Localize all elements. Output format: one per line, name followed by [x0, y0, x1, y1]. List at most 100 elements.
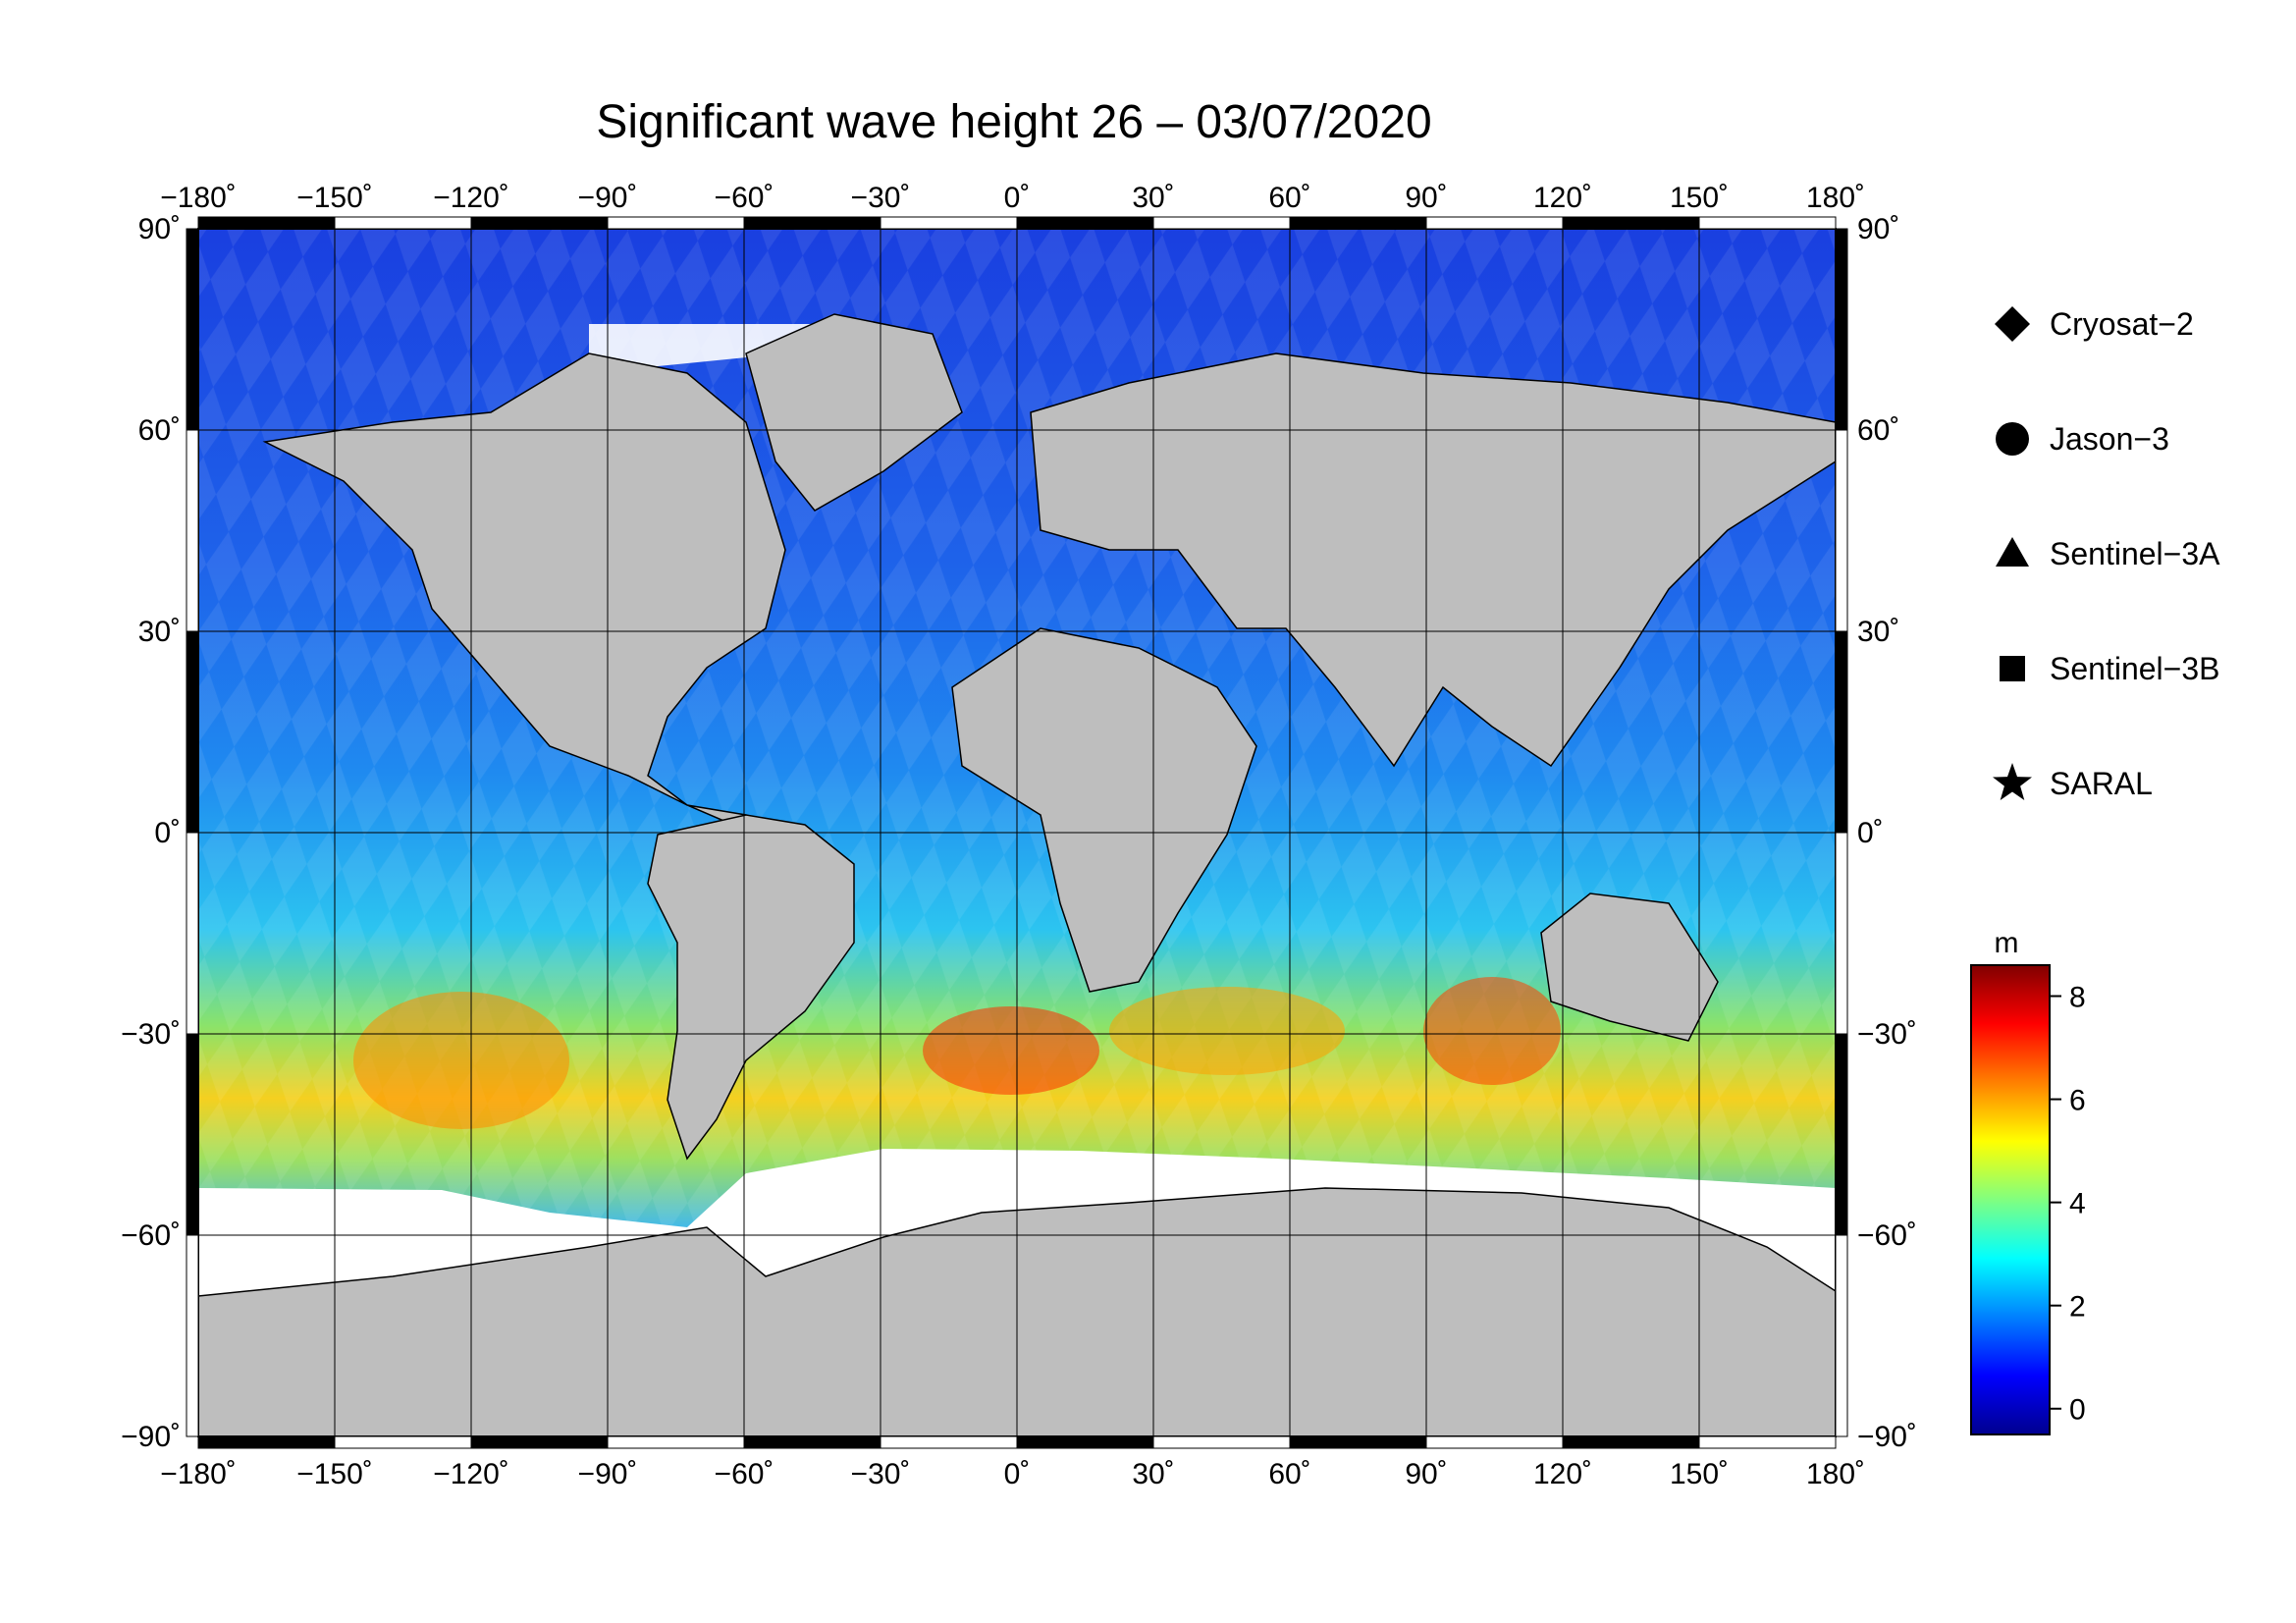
- legend-label: Cryosat−2: [2050, 306, 2194, 342]
- lat-tick-label-right: −30˚: [1857, 1018, 1917, 1051]
- frame-segment-top: [334, 216, 472, 230]
- lat-tick-label-right: 60˚: [1857, 414, 1899, 447]
- frame-segment-bottom: [1289, 1435, 1427, 1449]
- lon-tick-label-top: 150˚: [1670, 182, 1729, 214]
- lon-tick-label-top: 180˚: [1806, 182, 1865, 214]
- frame-segment-right: [1835, 228, 1848, 431]
- lon-tick-label-top: −60˚: [715, 182, 774, 214]
- frame-segment-bottom: [607, 1435, 745, 1449]
- land-greenland: [745, 313, 963, 512]
- gridlines: [198, 229, 1836, 1436]
- frame-segment-top: [743, 216, 881, 230]
- lon-tick-label-top: 120˚: [1533, 182, 1592, 214]
- frame-segment-right: [1835, 429, 1848, 632]
- frame-segment-top: [197, 216, 336, 230]
- lat-tick-label-right: 90˚: [1857, 213, 1899, 245]
- colorbar-ticks: 8 6 4 2 0: [2050, 982, 2086, 1427]
- map-title: Significant wave height 26 – 03/07/2020: [596, 96, 1431, 148]
- lat-tick-label-left: 0˚: [154, 817, 181, 849]
- latitude-labels-left: 90˚ 60˚ 30˚ 0˚ −30˚ −60˚ −90˚: [121, 213, 181, 1453]
- frame-segment-top: [1562, 216, 1700, 230]
- lat-tick-label-right: −90˚: [1857, 1421, 1917, 1453]
- land-australia: [1540, 893, 1719, 1042]
- frame-segment-top: [470, 216, 609, 230]
- lon-tick-label-top: 90˚: [1405, 182, 1447, 214]
- lon-tick-label-top: −180˚: [160, 182, 237, 214]
- frame-segment-top: [1289, 216, 1427, 230]
- lon-tick-label-top: 0˚: [1004, 182, 1031, 214]
- map-frame: [186, 216, 1848, 1449]
- legend-item-circle: Jason−3: [1996, 421, 2169, 457]
- colorbar: m 8 6 4 2 0: [1970, 927, 2086, 1435]
- lon-tick-label-bottom: −120˚: [433, 1458, 509, 1490]
- frame-segment-left: [186, 630, 199, 834]
- lon-tick-label-bottom: 30˚: [1132, 1458, 1174, 1490]
- colorbar-unit: m: [1995, 927, 2019, 959]
- lat-tick-label-left: 90˚: [138, 213, 181, 245]
- lon-tick-label-bottom: 90˚: [1405, 1458, 1447, 1490]
- legend-label: Jason−3: [2050, 421, 2169, 457]
- diamond-icon: [1995, 306, 2030, 342]
- legend-label: Sentinel−3B: [2050, 651, 2219, 686]
- frame-segment-left: [186, 429, 199, 632]
- frame-segment-top: [1425, 216, 1564, 230]
- square-icon: [2000, 656, 2025, 681]
- colorbar-tick-label: 8: [2069, 982, 2086, 1014]
- legend-item-star: SARAL: [1993, 763, 2153, 801]
- lon-tick-label-bottom: 120˚: [1533, 1458, 1592, 1490]
- frame-segment-right: [1835, 1234, 1848, 1437]
- frame-segment-bottom: [470, 1435, 609, 1449]
- legend-item-square: Sentinel−3B: [2000, 651, 2219, 686]
- land-africa: [951, 627, 1257, 993]
- lat-tick-label-left: 60˚: [138, 414, 181, 447]
- lon-tick-label-bottom: 150˚: [1670, 1458, 1729, 1490]
- high-wave-patches: [353, 977, 1561, 1129]
- frame-segment-bottom: [1562, 1435, 1700, 1449]
- lon-tick-label-bottom: 0˚: [1004, 1458, 1031, 1490]
- lon-tick-label-top: 60˚: [1268, 182, 1310, 214]
- frame-segment-top: [607, 216, 745, 230]
- frame-segment-right: [1835, 832, 1848, 1035]
- triangle-icon: [1996, 537, 2029, 567]
- satellite-legend: Cryosat−2 Jason−3 Sentinel−3A Sentinel−3B SA…: [1993, 306, 2220, 801]
- frame-segment-left: [186, 832, 199, 1035]
- frame-segment-left: [186, 1234, 199, 1437]
- frame-segment-top: [880, 216, 1018, 230]
- lat-tick-label-left: −60˚: [121, 1219, 181, 1252]
- frame-segment-top: [1698, 216, 1837, 230]
- lat-tick-label-right: −60˚: [1857, 1219, 1917, 1252]
- frame-segment-right: [1835, 630, 1848, 834]
- frame-segment-top: [1152, 216, 1291, 230]
- lon-tick-label-bottom: −90˚: [578, 1458, 638, 1490]
- frame-segment-bottom: [1425, 1435, 1564, 1449]
- land-south-america: [647, 814, 855, 1161]
- lon-tick-label-top: −90˚: [578, 182, 638, 214]
- frame-segment-bottom: [1016, 1435, 1154, 1449]
- circle-icon: [1996, 422, 2029, 456]
- legend-item-triangle: Sentinel−3A: [1996, 536, 2220, 571]
- lon-tick-label-top: −30˚: [851, 182, 911, 214]
- lon-tick-label-bottom: −180˚: [160, 1458, 237, 1490]
- frame-segment-left: [186, 1033, 199, 1236]
- star-icon: [1993, 763, 2032, 800]
- frame-segment-right: [1835, 1033, 1848, 1236]
- lat-tick-label-right: 30˚: [1857, 616, 1899, 648]
- lon-tick-label-bottom: 60˚: [1268, 1458, 1310, 1490]
- colorbar-tick-label: 6: [2069, 1085, 2086, 1117]
- lon-tick-label-top: 30˚: [1132, 182, 1174, 214]
- legend-label: Sentinel−3A: [2050, 536, 2220, 571]
- lat-tick-label-left: 30˚: [138, 616, 181, 648]
- land-eurasia: [1030, 352, 1836, 768]
- latitude-labels-right: 90˚ 60˚ 30˚ 0˚ −30˚ −60˚ −90˚: [1857, 213, 1917, 1453]
- legend-item-diamond: Cryosat−2: [1995, 306, 2194, 342]
- longitude-labels-bottom: −180˚ −150˚ −120˚ −90˚ −60˚ −30˚ 0˚ 30˚ 60˚ 90˚ 12…: [160, 1458, 1865, 1490]
- colorbar-tick-label: 4: [2069, 1188, 2086, 1220]
- lon-tick-label-bottom: 180˚: [1806, 1458, 1865, 1490]
- frame-segment-bottom: [880, 1435, 1018, 1449]
- lon-tick-label-bottom: −150˚: [296, 1458, 373, 1490]
- lat-tick-label-left: −90˚: [121, 1421, 181, 1453]
- frame-segment-left: [186, 228, 199, 431]
- lat-tick-label-right: 0˚: [1857, 817, 1884, 849]
- lon-tick-label-top: −120˚: [433, 182, 509, 214]
